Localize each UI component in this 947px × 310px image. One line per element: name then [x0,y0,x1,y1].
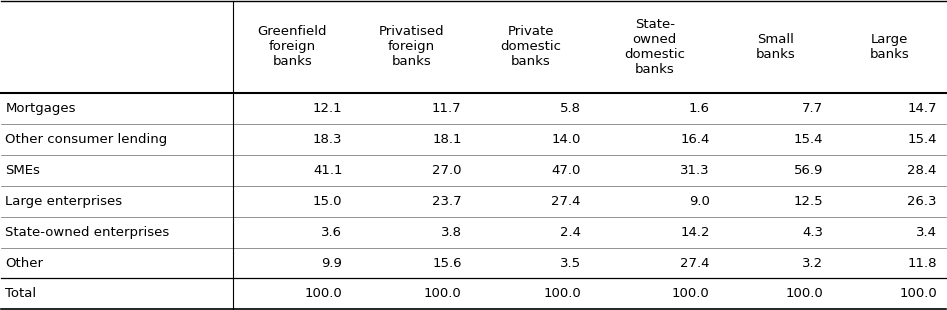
Text: 27.4: 27.4 [680,256,709,269]
Text: State-owned enterprises: State-owned enterprises [6,226,170,239]
Text: SMEs: SMEs [6,164,41,177]
Text: Privatised
foreign
banks: Privatised foreign banks [379,25,444,69]
Text: 15.0: 15.0 [313,195,343,208]
Text: 5.8: 5.8 [560,102,581,115]
Text: 100.0: 100.0 [899,287,937,300]
Text: 7.7: 7.7 [802,102,823,115]
Text: 4.3: 4.3 [802,226,823,239]
Text: 9.0: 9.0 [688,195,709,208]
Text: 18.3: 18.3 [313,133,343,146]
Text: 12.1: 12.1 [313,102,343,115]
Text: 28.4: 28.4 [907,164,937,177]
Text: 26.3: 26.3 [907,195,937,208]
Text: Other: Other [6,256,44,269]
Text: 31.3: 31.3 [680,164,709,177]
Text: 11.8: 11.8 [907,256,937,269]
Text: 100.0: 100.0 [544,287,581,300]
Text: Mortgages: Mortgages [6,102,76,115]
Text: State-
owned
domestic
banks: State- owned domestic banks [624,18,686,76]
Text: 9.9: 9.9 [322,256,343,269]
Text: Other consumer lending: Other consumer lending [6,133,168,146]
Text: Total: Total [6,287,37,300]
Text: Large enterprises: Large enterprises [6,195,122,208]
Text: 18.1: 18.1 [432,133,462,146]
Text: Greenfield
foreign
banks: Greenfield foreign banks [258,25,327,69]
Text: 23.7: 23.7 [432,195,462,208]
Text: 3.6: 3.6 [321,226,343,239]
Text: 3.5: 3.5 [560,256,581,269]
Text: 100.0: 100.0 [424,287,462,300]
Text: 11.7: 11.7 [432,102,462,115]
Text: 47.0: 47.0 [551,164,581,177]
Text: 41.1: 41.1 [313,164,343,177]
Text: 3.2: 3.2 [802,256,823,269]
Text: 14.7: 14.7 [907,102,937,115]
Text: Small
banks: Small banks [756,33,795,61]
Text: 3.4: 3.4 [916,226,937,239]
Text: Large
banks: Large banks [869,33,909,61]
Text: 100.0: 100.0 [305,287,343,300]
Text: 14.0: 14.0 [551,133,581,146]
Text: 27.0: 27.0 [432,164,462,177]
Text: 100.0: 100.0 [785,287,823,300]
Text: 1.6: 1.6 [688,102,709,115]
Text: 15.6: 15.6 [432,256,462,269]
Text: 2.4: 2.4 [560,226,581,239]
Text: 14.2: 14.2 [680,226,709,239]
Text: 56.9: 56.9 [794,164,823,177]
Text: 15.4: 15.4 [794,133,823,146]
Text: 16.4: 16.4 [680,133,709,146]
Text: Private
domestic
banks: Private domestic banks [500,25,562,69]
Text: 100.0: 100.0 [672,287,709,300]
Text: 3.8: 3.8 [440,226,462,239]
Text: 27.4: 27.4 [551,195,581,208]
Text: 15.4: 15.4 [907,133,937,146]
Text: 12.5: 12.5 [794,195,823,208]
